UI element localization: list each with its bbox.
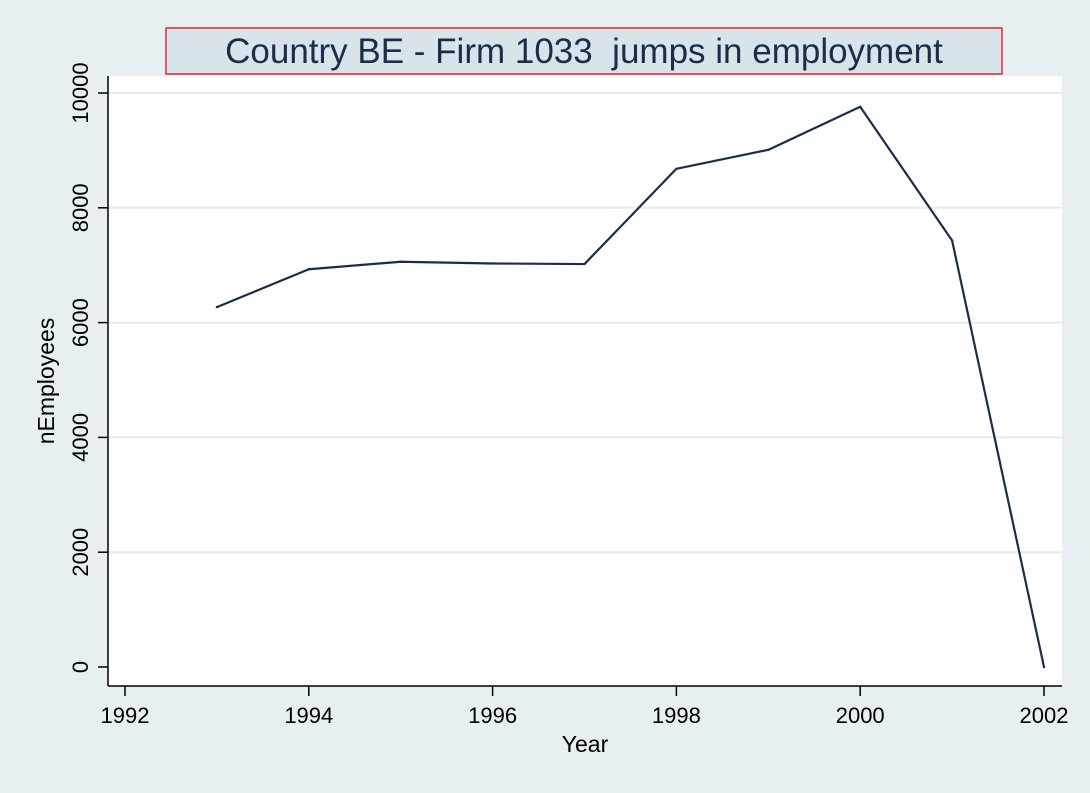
x-tick-label-3: 1998 <box>652 703 701 728</box>
chart-title-box <box>165 27 1003 75</box>
data-point-0-7 <box>859 105 862 108</box>
y-tick-label-1: 2000 <box>68 528 93 577</box>
data-point-0-0 <box>215 305 219 309</box>
gridlines <box>108 92 1062 554</box>
x-axis-title: Year <box>562 731 609 757</box>
y-tick-label-5: 10000 <box>68 62 93 123</box>
x-tick-label-4: 2000 <box>836 703 885 728</box>
series-layer <box>215 105 1046 669</box>
data-point-0-9 <box>1042 665 1046 669</box>
x-tick-label-2: 1996 <box>468 703 517 728</box>
series-line-0 <box>216 105 1046 668</box>
plot-area <box>108 76 1062 686</box>
data-point-0-1 <box>307 268 310 271</box>
y-axis-title: nEmployees <box>33 318 59 445</box>
x-tick-label-5: 2002 <box>1020 703 1069 728</box>
x-tick-label-0: 1992 <box>101 703 150 728</box>
data-point-0-4 <box>583 262 586 266</box>
x-tick-label-1: 1994 <box>284 703 333 728</box>
y-tick-label-2: 4000 <box>68 413 93 462</box>
y-tick-label-3: 6000 <box>68 298 93 347</box>
y-tick-label-0: 0 <box>68 661 93 673</box>
data-point-0-2 <box>399 260 402 263</box>
y-tick-label-4: 8000 <box>68 183 93 232</box>
data-point-0-5 <box>675 167 678 170</box>
chart-title-group: Country BE - Firm 1033 jumps in employme… <box>165 27 1003 75</box>
chart-title: Country BE - Firm 1033 jumps in employme… <box>225 32 943 71</box>
data-point-0-3 <box>491 262 494 265</box>
data-point-0-6 <box>767 148 770 152</box>
axes: 0 2000 4000 6000 8000 10000 1992 1994 1996 1998 20… <box>68 62 1068 728</box>
data-point-0-8 <box>950 239 954 242</box>
